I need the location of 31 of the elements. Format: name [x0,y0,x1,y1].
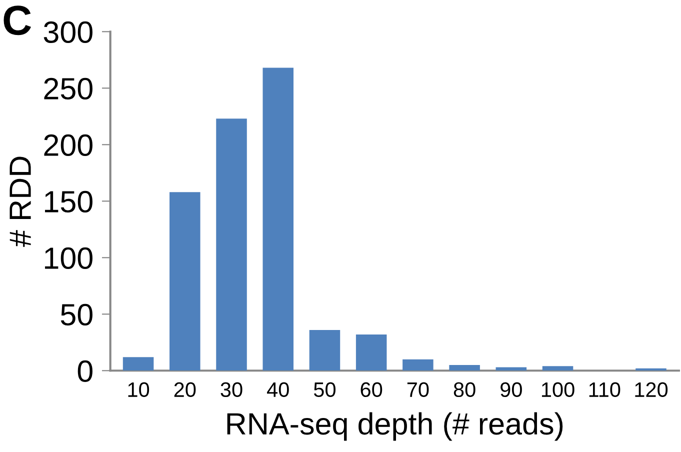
bar [262,68,294,371]
bar [122,357,154,371]
x-tick-label: 100 [542,382,574,398]
y-tick-label: 200 [44,134,92,156]
x-tick-label: 60 [360,382,382,398]
bar [309,330,340,371]
bar [449,364,480,371]
bar [216,118,247,371]
x-tick-label: 30 [220,382,242,398]
y-tick-label: 0 [78,360,92,382]
x-tick-label: 80 [454,382,476,398]
x-tick-label: 50 [314,382,336,398]
bar [356,334,387,371]
y-axis-title: # RDD [10,156,31,247]
x-tick-label: 20 [174,382,196,398]
y-tick-label: 100 [45,247,92,270]
y-tick-label: 150 [45,190,92,213]
x-tick-label: 70 [407,382,429,398]
x-tick-label: 120 [635,382,668,398]
text: C [4,6,31,36]
x-tick-label: 10 [128,382,150,398]
y-tick-label: 300 [44,21,92,44]
y-tick-label: 50 [60,304,92,326]
bar [542,366,574,371]
x-tick-label: 90 [500,382,522,398]
x-tick-label: 110 [589,382,620,398]
x-tick-label: 40 [267,382,289,398]
x-axis-title: RNA-seq depth (# reads) [227,412,563,441]
y-tick-label: 250 [44,78,92,100]
bar [402,359,434,371]
bar [170,192,200,371]
